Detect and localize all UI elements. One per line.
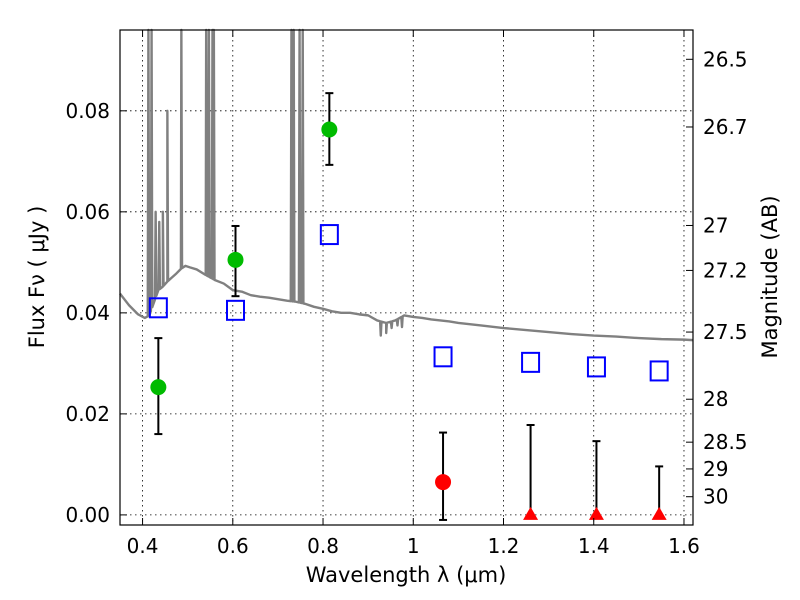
right-tick-label: 27 xyxy=(703,213,728,237)
data-point-circle xyxy=(321,121,338,138)
x-tick-label: 1 xyxy=(407,534,420,558)
right-tick-label: 26.7 xyxy=(703,115,748,139)
model-flux-square xyxy=(433,346,453,368)
y-tick-label: 0.02 xyxy=(65,402,110,426)
y-tick-label: 0.08 xyxy=(65,99,110,123)
upper-limit-triangle xyxy=(523,506,539,520)
sed-model-line xyxy=(119,28,694,342)
data-point-circle xyxy=(150,379,167,396)
right-tick-label: 30 xyxy=(703,485,728,509)
right-tick-label: 27.5 xyxy=(703,320,748,344)
upper-limit-triangle xyxy=(651,506,667,520)
x-axis-title: Wavelength λ (μm) xyxy=(306,563,507,587)
x-tick-label: 0.8 xyxy=(307,534,339,558)
x-tick-label: 1.2 xyxy=(488,534,520,558)
x-tick-label: 1.6 xyxy=(668,534,700,558)
data-point-circle xyxy=(435,474,452,491)
plot-frame xyxy=(119,29,694,526)
data-points xyxy=(148,92,669,521)
right-tick-label: 28 xyxy=(703,387,728,411)
y-tick-label: 0.00 xyxy=(65,503,110,527)
right-axis-title: Magnitude (AB) xyxy=(758,195,782,358)
model-flux-square xyxy=(226,299,246,321)
right-tick-label: 26.5 xyxy=(703,47,748,71)
y-tick-label: 0.06 xyxy=(65,200,110,224)
model-flux-square xyxy=(319,224,339,246)
x-tick-label: 0.4 xyxy=(127,534,159,558)
y-axis-title: Flux Fν ( μJy ) xyxy=(25,206,49,349)
y-tick-label: 0.04 xyxy=(65,301,110,325)
model-flux-square xyxy=(649,360,669,382)
upper-limit-triangle xyxy=(588,506,604,520)
x-tick-label: 0.6 xyxy=(217,534,249,558)
right-tick-label: 29 xyxy=(703,457,728,481)
model-flux-square xyxy=(521,351,541,373)
right-tick-label: 27.2 xyxy=(703,258,748,282)
model-flux-square xyxy=(148,297,168,319)
axis-ticks: 0.4 0.6 0.8 1 1.2 1.4 1.6 0.00 0.02 0.04 0.06 0.08 2… xyxy=(65,30,748,558)
sed-model-curve xyxy=(119,28,694,342)
right-tick-label: 28.5 xyxy=(703,430,748,454)
data-point-circle xyxy=(227,251,244,268)
model-flux-square xyxy=(586,356,606,378)
x-tick-label: 1.4 xyxy=(578,534,610,558)
